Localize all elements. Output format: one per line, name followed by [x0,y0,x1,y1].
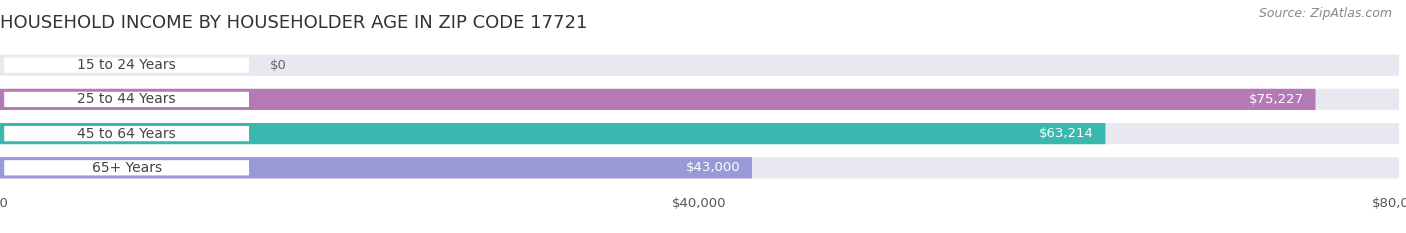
Text: Source: ZipAtlas.com: Source: ZipAtlas.com [1258,7,1392,20]
FancyBboxPatch shape [0,123,1105,144]
Text: 25 to 44 Years: 25 to 44 Years [77,93,176,106]
Text: $75,227: $75,227 [1249,93,1305,106]
FancyBboxPatch shape [4,126,249,141]
Text: $43,000: $43,000 [686,161,741,174]
Text: $0: $0 [270,59,287,72]
FancyBboxPatch shape [0,157,1399,178]
Text: 65+ Years: 65+ Years [91,161,162,175]
FancyBboxPatch shape [0,89,1316,110]
FancyBboxPatch shape [4,160,249,175]
FancyBboxPatch shape [0,123,1399,144]
FancyBboxPatch shape [0,157,752,178]
FancyBboxPatch shape [4,92,249,107]
FancyBboxPatch shape [0,55,1399,76]
Text: HOUSEHOLD INCOME BY HOUSEHOLDER AGE IN ZIP CODE 17721: HOUSEHOLD INCOME BY HOUSEHOLDER AGE IN Z… [0,14,588,32]
Text: $63,214: $63,214 [1039,127,1094,140]
Text: 45 to 64 Years: 45 to 64 Years [77,127,176,140]
FancyBboxPatch shape [4,58,249,73]
FancyBboxPatch shape [0,89,1399,110]
Text: 15 to 24 Years: 15 to 24 Years [77,58,176,72]
